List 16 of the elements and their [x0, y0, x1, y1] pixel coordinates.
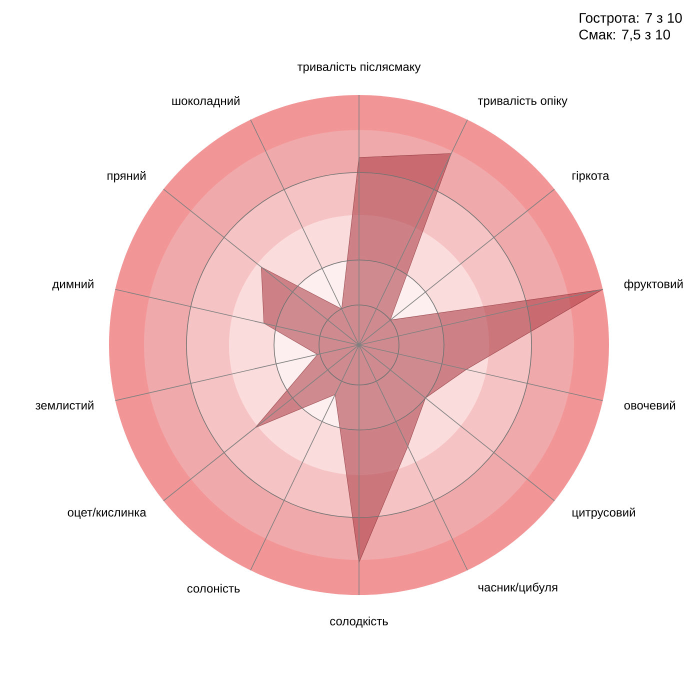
- spoke-label: димний: [52, 279, 94, 291]
- spoke-label: пряний: [108, 170, 146, 182]
- spoke-label: шоколадний: [172, 96, 240, 108]
- spoke-label: цитрусовий: [572, 508, 635, 520]
- spoke-label: овочевий: [624, 400, 676, 410]
- spoke-label: гіркота: [572, 171, 610, 182]
- spoke-label: оцет/кислинка: [68, 508, 146, 519]
- text: Гострота: 7 з 10: [580, 12, 682, 26]
- spoke-label: землистий: [36, 400, 94, 410]
- spoke-label: тривалість післясмаку: [297, 62, 421, 74]
- spoke-label: солодкість: [330, 616, 388, 628]
- spoke-label: солоність: [187, 584, 240, 593]
- spoke-label: фруктовий: [624, 279, 683, 291]
- spoke-label: тривалість опіку: [478, 96, 568, 108]
- spoke-label: часник/цибуля: [478, 582, 558, 594]
- text: Смак: 7,5 з 10: [579, 30, 670, 42]
